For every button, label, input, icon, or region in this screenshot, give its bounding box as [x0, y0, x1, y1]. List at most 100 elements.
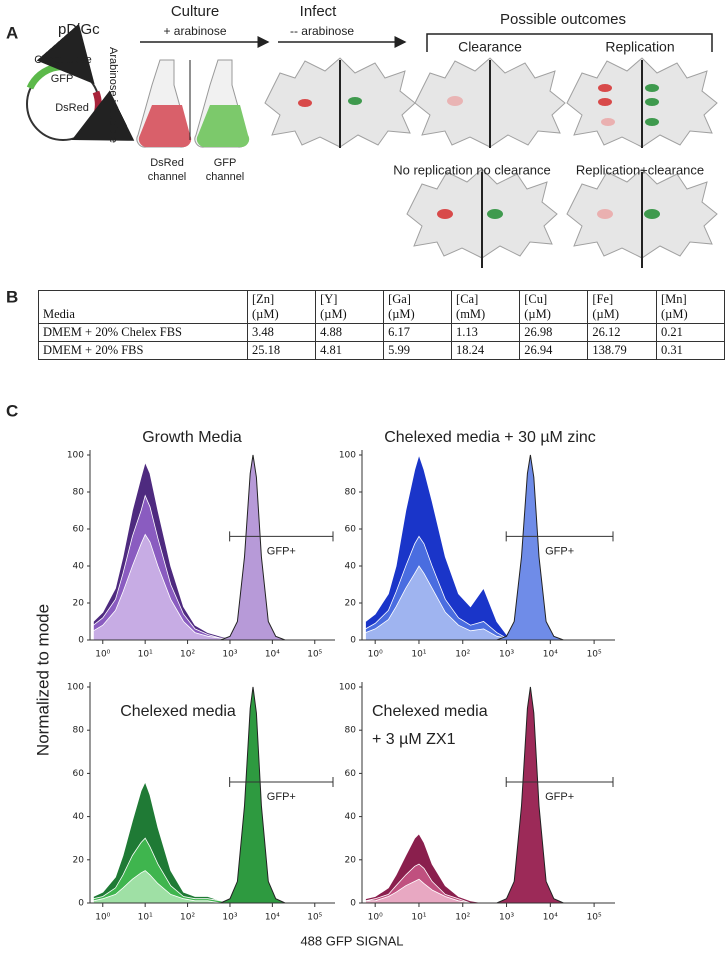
cell-text: [Cu]	[524, 292, 548, 306]
histogram: 0 20 40 60 80 100 10⁰ 10¹ 10² 10³ 10⁴ 10⁵ GFP+ Chelex…	[67, 682, 335, 923]
table-cell: 4.81	[315, 341, 385, 360]
y-axis-label: Normalized to mode	[33, 604, 52, 756]
cell-text: 26.12	[592, 325, 621, 339]
table-cell: 138.79	[587, 341, 657, 360]
label: Arabinose inducible	[107, 47, 119, 143]
cell-text: 3.48	[251, 325, 274, 339]
table-cell: Media	[38, 290, 248, 324]
x-tick-label: 10⁴	[543, 913, 558, 923]
cell-text: [Y]	[320, 292, 338, 306]
table-cell: [Ca] (mM)	[451, 290, 521, 324]
cell-text: [Ga]	[388, 292, 411, 306]
flask-liquid	[138, 105, 192, 148]
x-tick-label: 10³	[499, 650, 514, 660]
table-cell: 3.48	[246, 323, 317, 342]
panel-label: C	[6, 401, 18, 420]
flask-liquid	[196, 105, 250, 148]
table-cell: 5.99	[383, 341, 453, 360]
label: channel	[148, 171, 187, 183]
x-tick-label: 10⁴	[265, 650, 280, 660]
gate-label: GFP+	[545, 545, 574, 557]
cell-text: (µM)	[388, 307, 415, 321]
cell-text: 18.24	[456, 343, 485, 357]
gate	[505, 777, 614, 788]
table-cell: 25.18	[246, 341, 317, 360]
x-tick-label: 10⁵	[307, 650, 322, 660]
step-note: + arabinose	[163, 24, 226, 38]
x-tick-label: 10⁰	[95, 650, 110, 660]
x-tick-label: 10⁰	[368, 913, 383, 923]
step-note: -- arabinose	[290, 24, 354, 38]
data-row: DMEM + 20% Chelex FBS 3.48 4.88 6.17 1.13 26.…	[38, 323, 725, 342]
cell-text: [Zn]	[251, 292, 275, 306]
x-tick-label: 10¹	[411, 650, 426, 660]
table-cell: 1.13	[451, 323, 521, 342]
y-tick-label: 40	[345, 812, 357, 822]
chart-title: + 3 µM ZX1	[372, 731, 456, 748]
x-tick-label: 10⁵	[587, 913, 602, 923]
y-tick-label: 100	[67, 451, 84, 461]
y-tick-label: 100	[339, 451, 356, 461]
gfp-gene	[26, 23, 95, 90]
table-cell: 26.94	[519, 341, 589, 360]
x-tick-label: 10³	[499, 913, 514, 923]
table-cell: 26.12	[587, 323, 657, 342]
y-tick-label: 20	[345, 855, 357, 865]
gate-label: GFP+	[267, 545, 296, 557]
table-cell: DMEM + 20% FBS	[38, 341, 248, 360]
cell-text: 6.17	[388, 325, 410, 339]
chart-title: Chelexed media	[120, 703, 236, 720]
y-tick-label: 0	[350, 636, 356, 646]
chart-title: Chelexed media	[372, 703, 488, 720]
table-cell: 18.24	[451, 341, 521, 360]
x-tick-label: 10⁵	[587, 650, 602, 660]
x-tick-label: 10⁴	[265, 913, 280, 923]
y-tick-label: 100	[67, 683, 84, 693]
cell-text: 0.31	[660, 343, 683, 357]
y-tick-label: 60	[73, 769, 85, 779]
label: DsRed	[55, 102, 89, 114]
x-tick-label: 10⁴	[543, 650, 558, 660]
table-cell: [Y] (µM)	[315, 290, 385, 324]
cell-text: 26.94	[524, 343, 553, 357]
x-tick-label: 10²	[180, 650, 195, 660]
x-axis-label: 488 GFP SIGNAL	[300, 933, 403, 948]
table-cell: [Mn] (µM)	[655, 290, 725, 324]
step-title: Culture	[171, 3, 219, 20]
cell-text: 138.79	[592, 343, 627, 357]
y-tick-label: 40	[73, 562, 85, 572]
y-tick-label: 20	[345, 599, 357, 609]
label: Constitutive	[34, 54, 91, 66]
cell-text: 4.81	[320, 343, 342, 357]
outcome-label: Replication+clearance	[576, 162, 704, 177]
y-tick-label: 20	[73, 599, 85, 609]
x-tick-label: 10²	[455, 913, 470, 923]
table-cell: [Cu] (µM)	[519, 290, 589, 324]
x-tick-label: 10¹	[138, 650, 153, 660]
histogram: 0 20 40 60 80 100 10⁰ 10¹ 10² 10³ 10⁴ 10⁵ GFP+ Chelex…	[339, 682, 615, 923]
chart-title: Growth Media	[142, 429, 242, 446]
cell-text: (µM)	[592, 307, 619, 321]
gate	[229, 531, 334, 542]
x-tick-label: 10³	[222, 913, 237, 923]
cell-text: Media	[43, 307, 75, 321]
cell-text: 4.88	[320, 325, 342, 339]
histogram: 0 20 40 60 80 100 10⁰ 10¹ 10² 10³ 10⁴ 10⁵ GFP+ Growth…	[67, 429, 335, 660]
x-tick-label: 10³	[222, 650, 237, 660]
cell-text: 5.99	[388, 343, 410, 357]
gate-label: GFP+	[267, 791, 296, 803]
cell-text: (µM)	[251, 307, 279, 321]
cell-text: [Fe]	[592, 292, 614, 306]
cell-text: 26.98	[524, 325, 553, 339]
dsred-gene	[71, 90, 135, 141]
data-row: DMEM + 20% FBS 25.18 4.81 5.99 18.24 26.94 138…	[38, 341, 725, 360]
cell-text: (mM)	[456, 307, 486, 321]
gate	[505, 531, 614, 542]
table-cell: 0.21	[655, 323, 725, 342]
y-tick-label: 0	[78, 899, 84, 909]
macrophages	[264, 57, 718, 268]
metal-table: Media [Zn] (µM) [Y] (µM) [Ga] (µM) [Ca] (mM) [Cu]…	[38, 290, 725, 360]
outcome-label: No replication no clearance	[393, 162, 551, 177]
table-cell: [Zn] (µM)	[246, 290, 317, 324]
